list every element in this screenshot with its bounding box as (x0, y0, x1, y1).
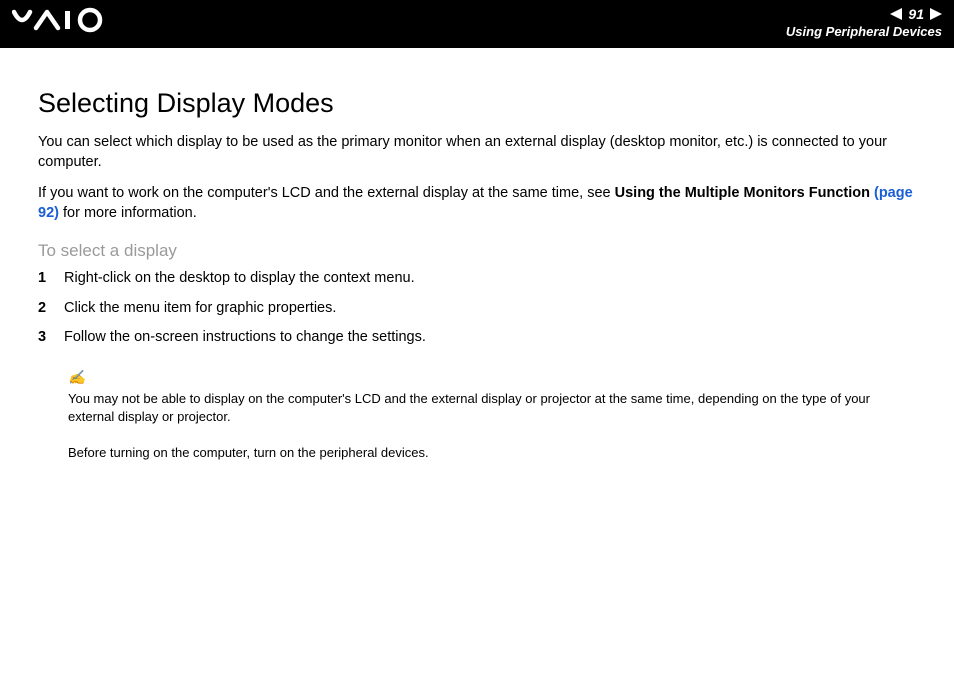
page-title: Selecting Display Modes (38, 88, 916, 119)
page-content: Selecting Display Modes You can select w… (0, 48, 954, 462)
vaio-logo-svg (12, 6, 108, 34)
step-number: 3 (38, 328, 64, 348)
nav-prev-icon[interactable] (890, 8, 902, 20)
step-item: 3 Follow the on-screen instructions to c… (38, 328, 916, 348)
step-text: Follow the on-screen instructions to cha… (64, 328, 426, 348)
step-text: Right-click on the desktop to display th… (64, 269, 415, 289)
page-number: 91 (908, 6, 924, 22)
intro-paragraph-2: If you want to work on the computer's LC… (38, 184, 916, 223)
step-item: 2 Click the menu item for graphic proper… (38, 299, 916, 319)
subheading: To select a display (38, 241, 916, 261)
note-text-2: Before turning on the computer, turn on … (68, 444, 916, 462)
intro2-post: for more information. (59, 205, 197, 221)
nav-next-icon[interactable] (930, 8, 942, 20)
header-bar: 91 Using Peripheral Devices (0, 0, 954, 48)
step-number: 2 (38, 299, 64, 319)
header-right: 91 Using Peripheral Devices (786, 6, 942, 39)
intro2-bold: Using the Multiple Monitors Function (615, 185, 870, 201)
steps-list: 1 Right-click on the desktop to display … (38, 269, 916, 348)
page-nav: 91 (786, 6, 942, 22)
intro2-pre: If you want to work on the computer's LC… (38, 185, 615, 201)
vaio-logo (12, 6, 108, 34)
intro-paragraph-1: You can select which display to be used … (38, 133, 916, 172)
step-item: 1 Right-click on the desktop to display … (38, 269, 916, 289)
section-title: Using Peripheral Devices (786, 24, 942, 39)
note-text-1: You may not be able to display on the co… (68, 390, 916, 426)
step-text: Click the menu item for graphic properti… (64, 299, 336, 319)
note-block: ✍ You may not be able to display on the … (68, 368, 916, 462)
step-number: 1 (38, 269, 64, 289)
note-icon: ✍ (68, 368, 916, 388)
